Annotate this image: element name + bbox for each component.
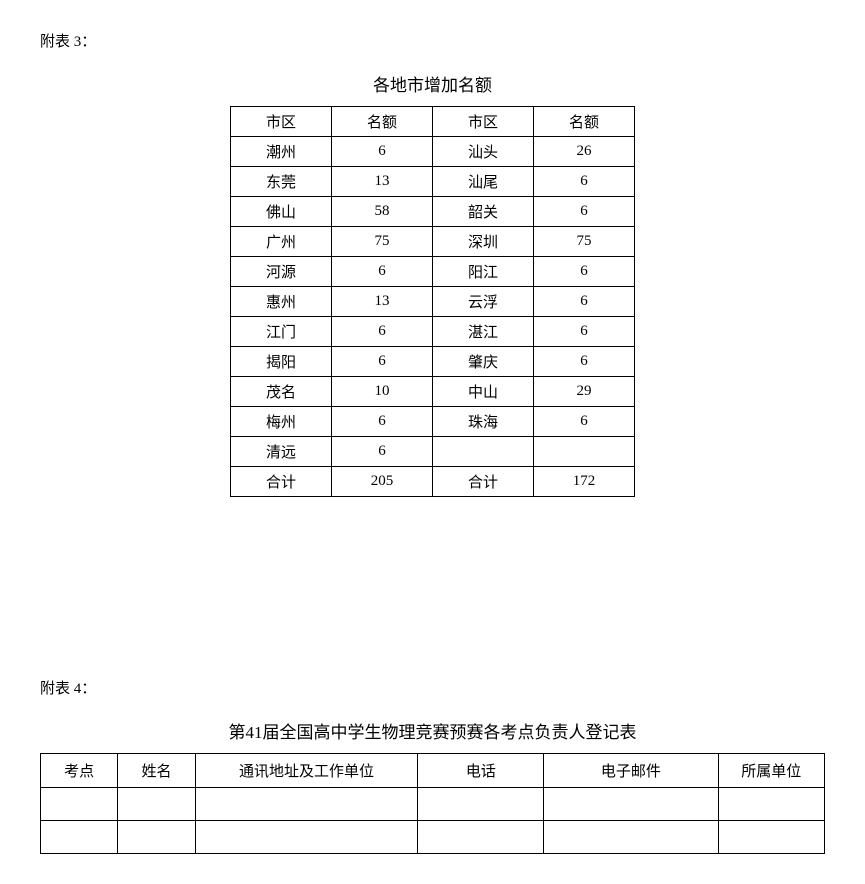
quota-table-title: 各地市增加名额 <box>40 71 825 96</box>
quota-total-cell: 合计 <box>433 467 534 497</box>
reg-cell <box>195 821 418 854</box>
quota-table: 市区名额市区名额潮州6汕头26东莞13汕尾6佛山58韶关6广州75深圳75河源6… <box>230 106 635 497</box>
section3-label: 附表 3： <box>40 30 825 51</box>
quota-cell: 佛山 <box>231 197 332 227</box>
reg-cell <box>118 821 195 854</box>
quota-cell: 潮州 <box>231 137 332 167</box>
reg-cell <box>418 788 544 821</box>
quota-cell: 广州 <box>231 227 332 257</box>
reg-header-cell: 电子邮件 <box>544 754 718 788</box>
quota-cell: 汕头 <box>433 137 534 167</box>
reg-header-cell: 所属单位 <box>718 754 824 788</box>
quota-cell: 肇庆 <box>433 347 534 377</box>
quota-cell: 清远 <box>231 437 332 467</box>
quota-cell: 13 <box>332 167 433 197</box>
quota-cell: 6 <box>534 167 635 197</box>
quota-cell: 深圳 <box>433 227 534 257</box>
quota-header-cell: 名额 <box>534 107 635 137</box>
quota-cell: 6 <box>534 407 635 437</box>
quota-cell: 惠州 <box>231 287 332 317</box>
quota-cell: 湛江 <box>433 317 534 347</box>
quota-cell: 6 <box>332 407 433 437</box>
quota-cell: 6 <box>332 347 433 377</box>
reg-cell <box>118 788 195 821</box>
reg-header-cell: 通讯地址及工作单位 <box>195 754 418 788</box>
quota-cell: 26 <box>534 137 635 167</box>
quota-header-cell: 名额 <box>332 107 433 137</box>
reg-cell <box>41 821 118 854</box>
reg-cell <box>418 821 544 854</box>
quota-cell: 6 <box>534 317 635 347</box>
quota-cell: 江门 <box>231 317 332 347</box>
quota-header-cell: 市区 <box>433 107 534 137</box>
quota-cell <box>433 437 534 467</box>
quota-cell: 汕尾 <box>433 167 534 197</box>
quota-cell: 6 <box>332 317 433 347</box>
quota-cell: 6 <box>534 257 635 287</box>
reg-cell <box>718 788 824 821</box>
quota-cell: 6 <box>534 287 635 317</box>
quota-cell: 6 <box>332 137 433 167</box>
quota-cell: 6 <box>332 437 433 467</box>
quota-cell: 6 <box>332 257 433 287</box>
reg-header-cell: 姓名 <box>118 754 195 788</box>
section4-label: 附表 4： <box>40 677 825 698</box>
reg-cell <box>544 788 718 821</box>
quota-total-cell: 合计 <box>231 467 332 497</box>
quota-cell: 58 <box>332 197 433 227</box>
quota-cell: 茂名 <box>231 377 332 407</box>
quota-cell: 13 <box>332 287 433 317</box>
reg-table-title: 第41届全国高中学生物理竞赛预赛各考点负责人登记表 <box>40 718 825 743</box>
quota-cell: 75 <box>332 227 433 257</box>
registration-table: 考点姓名通讯地址及工作单位电话电子邮件所属单位 <box>40 753 825 854</box>
quota-cell: 揭阳 <box>231 347 332 377</box>
quota-cell: 东莞 <box>231 167 332 197</box>
reg-cell <box>41 788 118 821</box>
reg-cell <box>718 821 824 854</box>
quota-cell: 10 <box>332 377 433 407</box>
reg-cell <box>195 788 418 821</box>
reg-header-cell: 电话 <box>418 754 544 788</box>
quota-cell: 梅州 <box>231 407 332 437</box>
quota-cell: 29 <box>534 377 635 407</box>
quota-cell: 75 <box>534 227 635 257</box>
quota-cell <box>534 437 635 467</box>
quota-cell: 珠海 <box>433 407 534 437</box>
quota-cell: 云浮 <box>433 287 534 317</box>
quota-cell: 阳江 <box>433 257 534 287</box>
quota-cell: 中山 <box>433 377 534 407</box>
reg-header-cell: 考点 <box>41 754 118 788</box>
quota-cell: 6 <box>534 347 635 377</box>
quota-cell: 河源 <box>231 257 332 287</box>
quota-total-cell: 172 <box>534 467 635 497</box>
quota-cell: 韶关 <box>433 197 534 227</box>
reg-cell <box>544 821 718 854</box>
spacer <box>40 497 825 677</box>
quota-cell: 6 <box>534 197 635 227</box>
quota-header-cell: 市区 <box>231 107 332 137</box>
quota-total-cell: 205 <box>332 467 433 497</box>
